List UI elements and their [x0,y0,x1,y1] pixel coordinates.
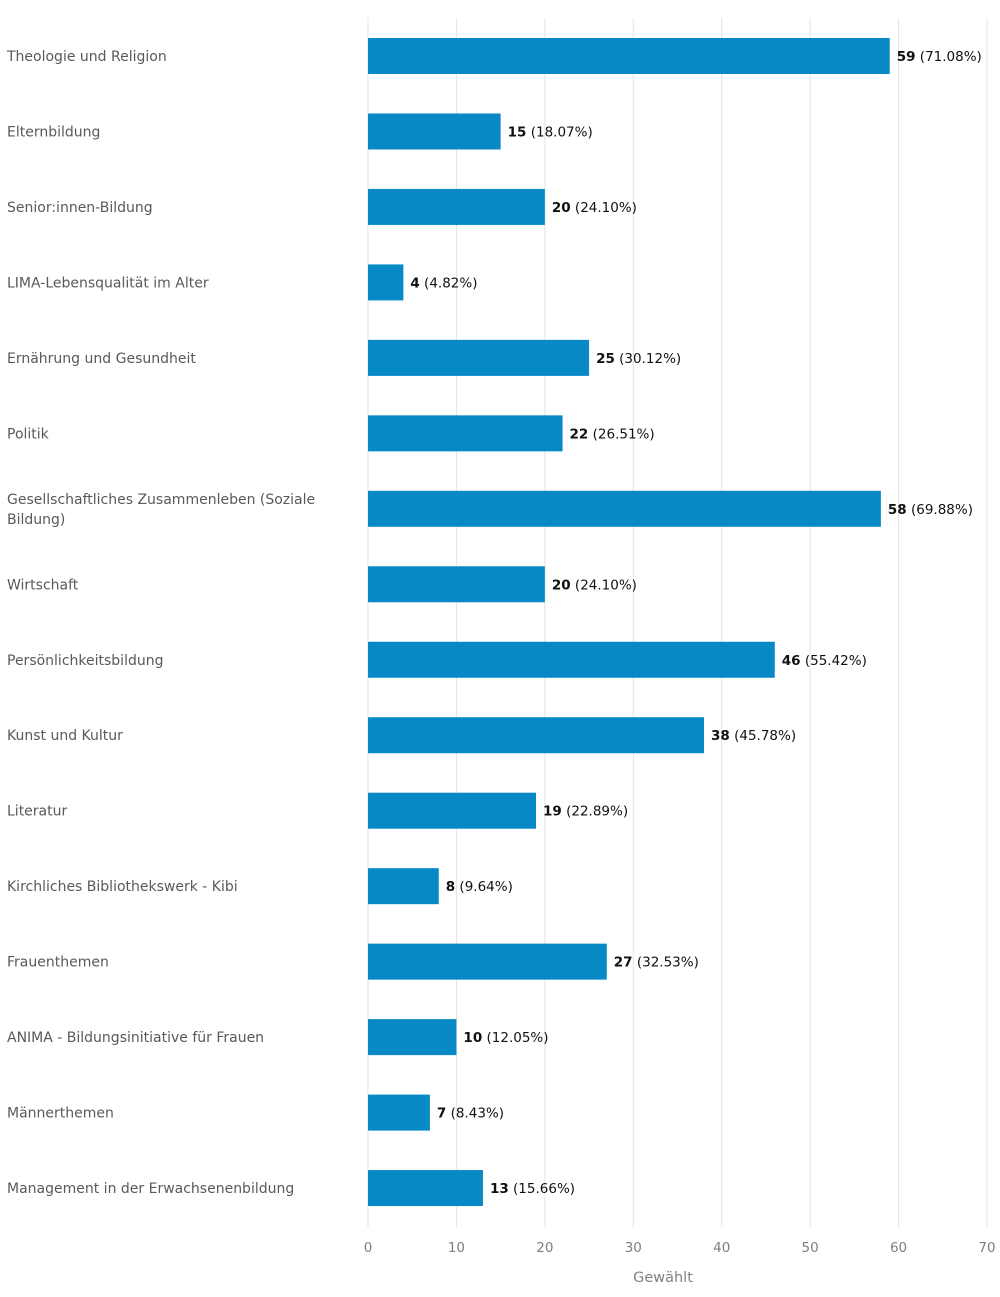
category-label: Ernährung und Gesundheit [7,351,196,367]
x-tick-label: 70 [978,1240,995,1256]
value-label: 8 (9.64%) [446,879,513,895]
value-count: 46 [782,653,801,669]
value-count: 22 [570,426,589,442]
value-percent: (15.66%) [509,1181,575,1197]
bar [368,1170,483,1207]
value-label: 38 (45.78%) [711,728,796,744]
bar [368,792,537,829]
value-percent: (8.43%) [446,1106,504,1122]
bar [368,490,881,527]
x-axis-title: Gewählt [633,1270,693,1286]
value-label: 59 (71.08%) [897,49,982,65]
value-label: 4 (4.82%) [410,275,477,291]
value-label: 20 (24.10%) [552,200,637,216]
bar [368,641,775,678]
category-label: Theologie und Religion [6,49,167,65]
value-count: 25 [596,351,615,367]
category-label: Frauenthemen [7,955,109,971]
category-label: Management in der Erwachsenenbildung [7,1181,294,1197]
category-label: Männerthemen [7,1106,114,1122]
bar [368,717,705,754]
value-count: 8 [446,879,455,895]
value-label: 22 (26.51%) [570,426,655,442]
category-label: Gesellschaftliches Zusammenleben (Sozial… [7,492,315,528]
value-label: 25 (30.12%) [596,351,681,367]
value-labels: 59 (71.08%) 15 (18.07%) 20 (24.10%) 4 (4.82… [410,49,981,1197]
x-tick-label: 30 [625,1240,642,1256]
value-percent: (69.88%) [907,502,973,518]
bar [368,868,439,905]
value-percent: (55.42%) [801,653,867,669]
x-tick-label: 40 [713,1240,730,1256]
category-label: Literatur [7,804,67,820]
bar [368,566,545,603]
value-count: 10 [463,1030,482,1046]
value-count: 13 [490,1181,509,1197]
bar [368,113,501,150]
bar [368,188,545,225]
category-labels: Theologie und Religion Elternbildung Senio… [6,49,315,1197]
bar [368,1019,457,1056]
value-label: 13 (15.66%) [490,1181,575,1197]
value-label: 46 (55.42%) [782,653,867,669]
value-label: 19 (22.89%) [543,804,628,820]
value-count: 20 [552,200,571,216]
value-count: 58 [888,502,907,518]
x-tick-label: 60 [890,1240,907,1256]
x-tick-label: 20 [536,1240,553,1256]
category-label: Wirtschaft [7,577,79,593]
value-percent: (24.10%) [571,200,637,216]
value-count: 7 [437,1106,446,1122]
value-count: 19 [543,804,562,820]
value-percent: (45.78%) [730,728,796,744]
bar [368,943,607,980]
category-label: Persönlichkeitsbildung [7,653,163,669]
category-label: Politik [7,426,50,442]
value-label: 20 (24.10%) [552,577,637,593]
value-label: 58 (69.88%) [888,502,973,518]
x-tick-label: 0 [364,1240,373,1256]
value-label: 27 (32.53%) [614,955,699,971]
value-count: 20 [552,577,571,593]
value-percent: (22.89%) [562,804,628,820]
value-label: 15 (18.07%) [508,124,593,140]
value-percent: (30.12%) [615,351,681,367]
bar [368,38,890,74]
bar [368,1094,430,1131]
value-percent: (9.64%) [455,879,513,895]
value-percent: (4.82%) [420,275,478,291]
category-label: Elternbildung [7,124,100,140]
value-percent: (32.53%) [633,955,699,971]
value-percent: (71.08%) [916,49,982,65]
bar [368,415,563,452]
category-label: ANIMA - Bildungsinitiative für Frauen [7,1030,264,1046]
category-label: LIMA-Lebensqualität im Alter [7,275,209,291]
value-label: 7 (8.43%) [437,1106,504,1122]
x-tick-label: 10 [448,1240,465,1256]
value-count: 38 [711,728,730,744]
value-count: 15 [508,124,527,140]
value-label: 10 (12.05%) [463,1030,548,1046]
value-percent: (24.10%) [571,577,637,593]
bar [368,264,404,301]
bars [368,38,890,1207]
value-count: 4 [410,275,419,291]
x-tick-label: 50 [802,1240,819,1256]
category-label: Kirchliches Bibliothekswerk - Kibi [7,879,238,895]
category-label: Senior:innen-Bildung [7,200,153,216]
category-label: Kunst und Kultur [7,728,123,744]
value-percent: (26.51%) [588,426,654,442]
x-axis-ticks: 0 10 20 30 40 50 60 70 [364,1240,996,1256]
value-count: 27 [614,955,633,971]
bar [368,339,590,376]
value-percent: (12.05%) [482,1030,548,1046]
value-percent: (18.07%) [526,124,592,140]
value-count: 59 [897,49,916,65]
